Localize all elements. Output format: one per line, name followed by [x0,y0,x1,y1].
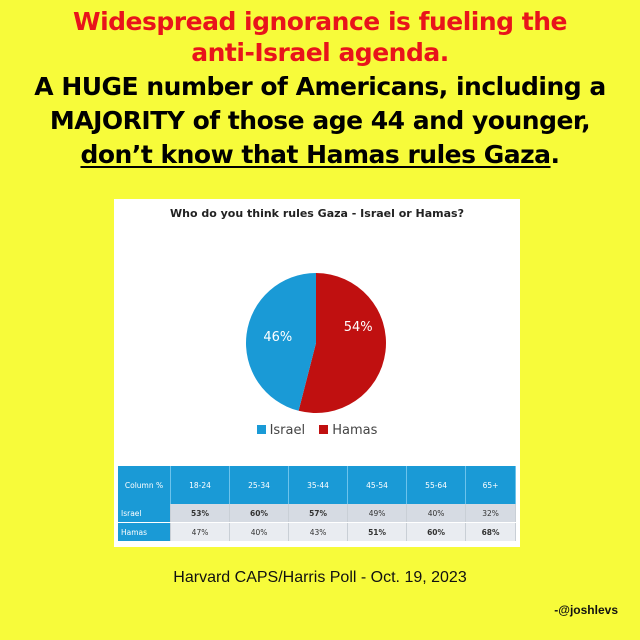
pie-slice-israel [245,273,316,411]
table-cell: 32% [465,504,516,523]
author-handle: -@joshlevs [554,603,618,617]
table-col-35-44: 35-44 [288,466,349,504]
legend-item-israel: Israel [256,423,306,438]
table-col-45-54: 45-54 [347,466,408,504]
table-row-hamas: Hamas 47% 40% 43% 51% 60% 68% [118,522,516,542]
table-cell: 51% [347,522,408,542]
data-label-hamas: 54% [344,320,373,335]
legend-item-hamas: Hamas [319,423,377,438]
table-cell: 53% [170,504,231,523]
table-col-18-24: 18-24 [170,466,231,504]
headline-underlined-claim: don’t know that Hamas rules Gaza [80,140,551,169]
headline-line-1: Widespread ignorance is fueling the [73,7,567,36]
legend-label-israel: Israel [269,423,306,438]
table-cell: 47% [170,522,231,542]
table-col-25-34: 25-34 [229,466,290,504]
legend-swatch-israel [256,425,266,434]
table-col-55-64: 55-64 [406,466,467,504]
chart-title: Who do you think rules Gaza - Israel or … [169,207,464,220]
headline-line-3: A HUGE number of Americans, including a [34,72,606,101]
table-header-row: Column % 18-24 25-34 35-44 45-54 55-64 6… [118,466,516,504]
table-cell: 40% [229,522,290,542]
source-credit: Harvard CAPS/Harris Poll - Oct. 19, 2023 [173,569,467,586]
table-cell: 40% [406,504,467,523]
headline-line-5: don’t know that Hamas rules Gaza. [0,138,640,172]
table-cell: 43% [288,522,349,542]
table-cell: 49% [347,504,408,523]
row-label-hamas: Hamas [118,522,171,542]
headline-line-4: MAJORITY of those age 44 and younger, [49,106,591,135]
table-row-israel: Israel 53% 60% 57% 49% 40% 32% [118,504,516,523]
pie-chart: 54% 46% [245,273,386,413]
table-col-65-plus: 65+ [465,466,516,504]
table-cell: 60% [229,504,290,523]
data-label-israel: 46% [263,330,292,345]
row-label-israel: Israel [118,504,171,523]
legend-label-hamas: Hamas [332,423,378,438]
headline-period: . [550,140,561,169]
chart-legend: Israel Hamas [114,423,520,438]
headline-line-2: anti-Israel agenda. [191,38,449,67]
pie-slice-hamas [298,273,386,413]
table-cell: 68% [465,522,516,542]
chart-card: Who do you think rules Gaza - Israel or … [114,199,520,547]
age-breakdown-table: Column % 18-24 25-34 35-44 45-54 55-64 6… [118,466,516,542]
headline: Widespread ignorance is fueling the anti… [0,6,640,172]
table-header-label: Column % [118,466,171,504]
legend-swatch-hamas [319,425,329,434]
table-cell: 57% [288,504,349,523]
table-cell: 60% [406,522,467,542]
